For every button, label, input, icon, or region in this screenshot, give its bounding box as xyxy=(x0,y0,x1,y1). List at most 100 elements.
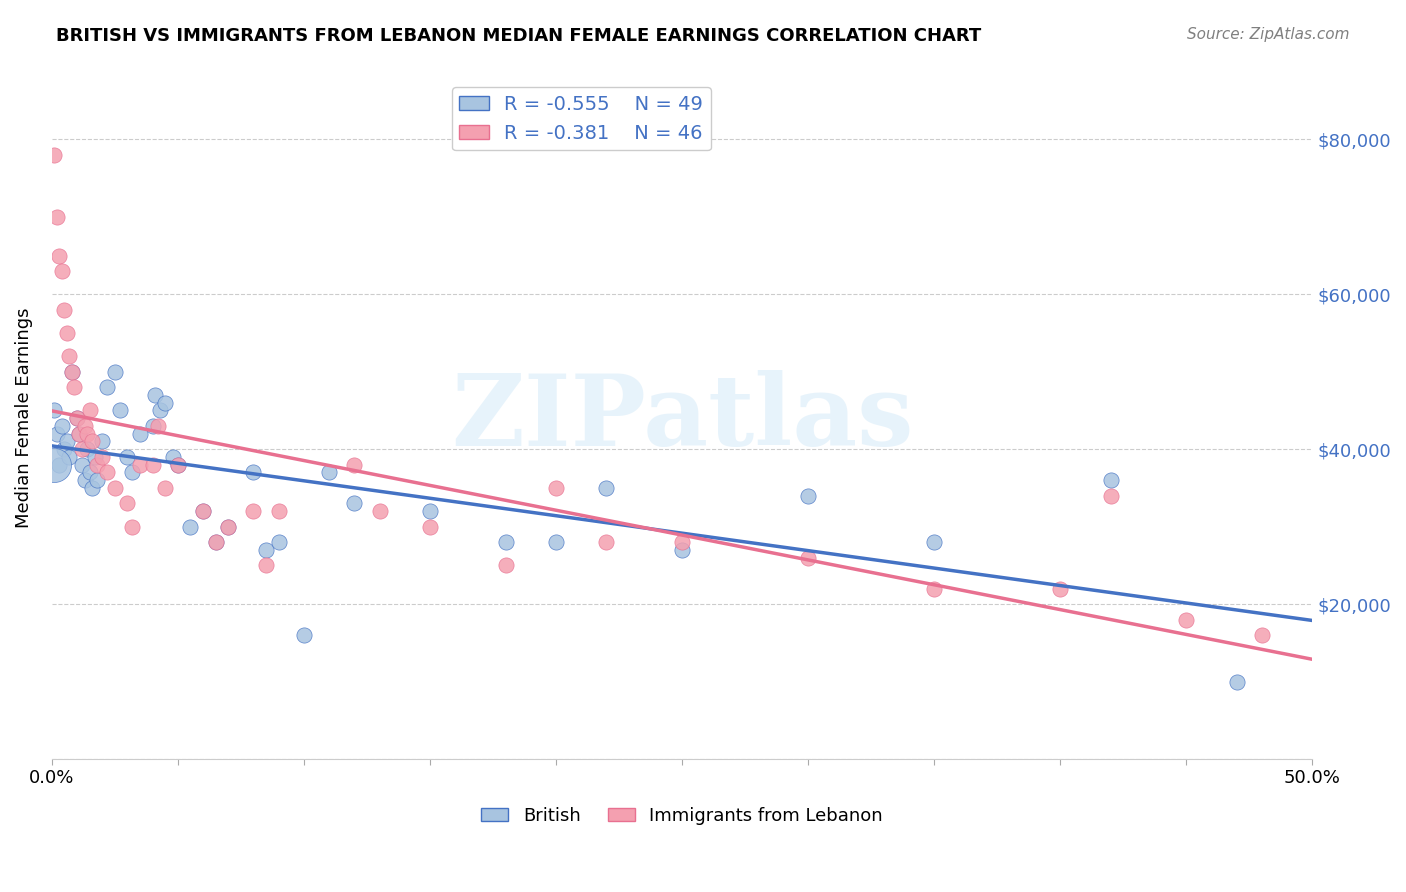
Point xyxy=(53,302,76,317)
Point xyxy=(217,519,239,533)
Point xyxy=(86,473,108,487)
Text: BRITISH VS IMMIGRANTS FROM LEBANON MEDIAN FEMALE EARNINGS CORRELATION CHART: BRITISH VS IMMIGRANTS FROM LEBANON MEDIA… xyxy=(56,27,981,45)
Point xyxy=(86,458,108,472)
Point xyxy=(79,466,101,480)
Point xyxy=(80,481,103,495)
Point xyxy=(60,365,83,379)
Point xyxy=(146,419,169,434)
Point xyxy=(162,450,184,464)
Point xyxy=(191,504,214,518)
Point xyxy=(66,411,89,425)
Point xyxy=(166,458,188,472)
Point xyxy=(595,481,617,495)
Text: ZIPatlas: ZIPatlas xyxy=(451,369,914,467)
Point xyxy=(242,504,264,518)
Point xyxy=(48,249,70,263)
Point xyxy=(96,380,118,394)
Point xyxy=(44,148,66,162)
Point xyxy=(60,365,83,379)
Point xyxy=(1099,473,1122,487)
Point xyxy=(63,380,86,394)
Point xyxy=(76,426,98,441)
Point xyxy=(129,426,152,441)
Point xyxy=(96,466,118,480)
Point xyxy=(419,519,441,533)
Point xyxy=(53,442,76,457)
Point xyxy=(292,628,315,642)
Point xyxy=(56,326,79,340)
Point xyxy=(368,504,391,518)
Point xyxy=(58,349,80,363)
Point xyxy=(73,419,96,434)
Point xyxy=(117,450,139,464)
Point xyxy=(56,434,79,449)
Point xyxy=(70,458,93,472)
Point xyxy=(44,458,66,472)
Point xyxy=(495,535,517,549)
Point xyxy=(69,426,91,441)
Point xyxy=(267,504,290,518)
Legend: British, Immigrants from Lebanon: British, Immigrants from Lebanon xyxy=(474,799,890,831)
Point xyxy=(58,450,80,464)
Text: Source: ZipAtlas.com: Source: ZipAtlas.com xyxy=(1187,27,1350,42)
Point xyxy=(166,458,188,472)
Point xyxy=(544,481,567,495)
Point xyxy=(1251,628,1274,642)
Point xyxy=(79,403,101,417)
Point xyxy=(142,419,165,434)
Point xyxy=(1099,489,1122,503)
Point xyxy=(544,535,567,549)
Point xyxy=(671,535,693,549)
Point xyxy=(419,504,441,518)
Point xyxy=(155,481,177,495)
Point xyxy=(91,450,114,464)
Point xyxy=(45,426,67,441)
Point xyxy=(179,519,201,533)
Point xyxy=(204,535,226,549)
Point xyxy=(922,535,945,549)
Point xyxy=(76,442,98,457)
Point xyxy=(73,473,96,487)
Point xyxy=(254,558,277,573)
Point xyxy=(44,403,66,417)
Point xyxy=(117,496,139,510)
Point xyxy=(495,558,517,573)
Point xyxy=(121,466,143,480)
Point xyxy=(267,535,290,549)
Point xyxy=(149,403,172,417)
Point xyxy=(1049,582,1071,596)
Point xyxy=(217,519,239,533)
Point xyxy=(155,395,177,409)
Point xyxy=(1226,674,1249,689)
Point xyxy=(51,419,73,434)
Point xyxy=(48,458,70,472)
Point xyxy=(83,450,105,464)
Point xyxy=(91,434,114,449)
Y-axis label: Median Female Earnings: Median Female Earnings xyxy=(15,308,32,528)
Point xyxy=(45,210,67,224)
Point xyxy=(121,519,143,533)
Point xyxy=(104,481,127,495)
Point xyxy=(204,535,226,549)
Point xyxy=(142,458,165,472)
Point xyxy=(143,388,166,402)
Point xyxy=(129,458,152,472)
Point xyxy=(70,442,93,457)
Point xyxy=(343,458,366,472)
Point xyxy=(343,496,366,510)
Point xyxy=(51,264,73,278)
Point xyxy=(69,426,91,441)
Point xyxy=(254,542,277,557)
Point xyxy=(797,550,820,565)
Point xyxy=(66,411,89,425)
Point xyxy=(318,466,340,480)
Point xyxy=(104,365,127,379)
Point xyxy=(80,434,103,449)
Point xyxy=(191,504,214,518)
Point xyxy=(797,489,820,503)
Point xyxy=(671,542,693,557)
Point xyxy=(595,535,617,549)
Point xyxy=(242,466,264,480)
Point xyxy=(1175,613,1198,627)
Point xyxy=(922,582,945,596)
